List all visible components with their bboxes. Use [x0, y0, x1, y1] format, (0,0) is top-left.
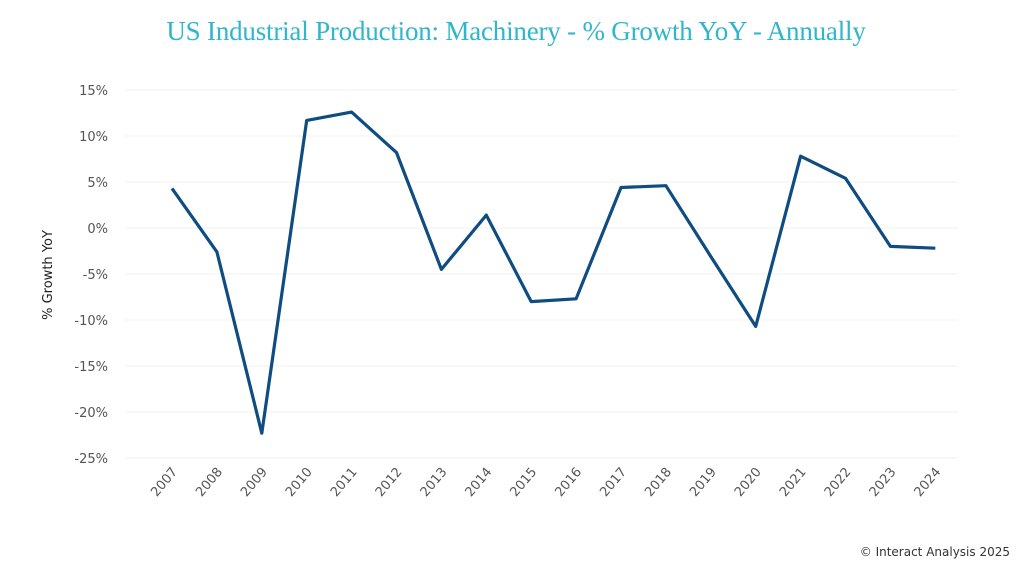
x-tick-label: 2014 [463, 465, 496, 500]
y-tick-label: 0% [87, 222, 108, 237]
y-tick-label: -10% [74, 314, 108, 329]
y-tick-label: 15% [79, 84, 108, 99]
chart-title: US Industrial Production: Machinery - % … [166, 16, 866, 46]
y-tick-label: 10% [79, 130, 108, 145]
x-tick-label: 2018 [642, 465, 675, 500]
y-tick-label: -5% [83, 268, 108, 283]
x-tick-label: 2008 [193, 465, 226, 500]
y-tick-label: -15% [74, 360, 108, 375]
x-tick-label: 2024 [912, 465, 945, 500]
y-tick-label: -25% [74, 452, 108, 467]
x-tick-label: 2015 [508, 465, 541, 500]
x-tick-label: 2017 [597, 465, 630, 500]
x-axis-ticks: 2007 2008 2009 2010 2011 2012 2013 2014 2015 2016… [148, 465, 944, 500]
x-tick-label: 2012 [373, 465, 406, 500]
x-tick-label: 2023 [867, 465, 900, 500]
x-tick-label: 2010 [283, 465, 316, 500]
x-tick-label: 2007 [148, 465, 181, 500]
y-axis-ticks: 15% 10% 5% 0% -5% -10% -15% -20% -25% [74, 84, 108, 467]
x-tick-label: 2009 [238, 465, 271, 500]
x-tick-label: 2016 [552, 465, 585, 500]
copyright-notice: © Interact Analysis 2025 [859, 545, 1010, 559]
gridlines [125, 89, 958, 459]
x-tick-label: 2019 [687, 465, 720, 500]
x-tick-label: 2022 [822, 465, 855, 500]
x-tick-label: 2011 [328, 465, 361, 500]
y-axis-label: % Growth YoY [41, 230, 56, 320]
series-group [170, 110, 936, 435]
x-tick-label: 2013 [418, 465, 451, 500]
series-line [170, 110, 936, 435]
x-tick-label: 2021 [777, 465, 810, 500]
y-tick-label: 5% [87, 176, 108, 191]
y-tick-label: -20% [74, 406, 108, 421]
x-tick-label: 2020 [732, 465, 765, 500]
